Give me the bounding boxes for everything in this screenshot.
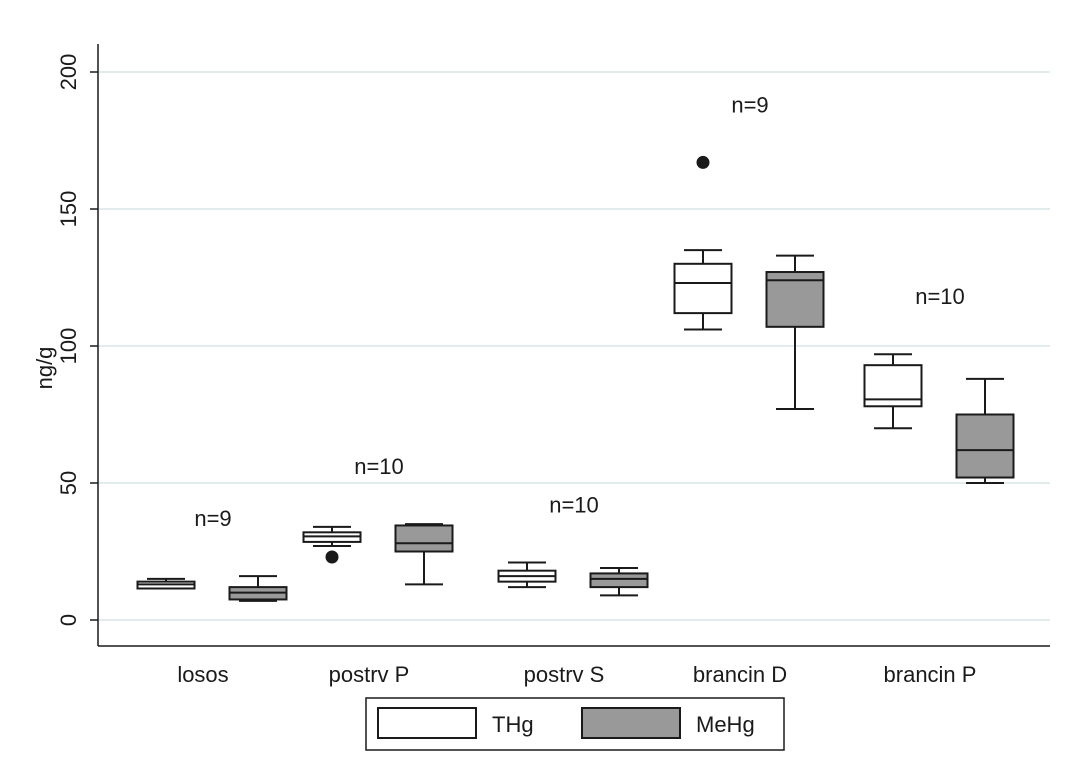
box-thg-brancin-d (673, 155, 733, 331)
outlier-point (696, 155, 710, 169)
box-thg-brancin-p (863, 353, 923, 430)
box-thg-losos (136, 577, 196, 590)
x-category-label: postrv P (329, 662, 410, 687)
y-tick-label: 200 (56, 54, 81, 91)
x-category-labels: losos postrv P postrv S brancin D brancin P (177, 662, 976, 687)
legend-label-mehg: MeHg (696, 712, 755, 737)
y-axis-ticks: 0 50 100 150 200 (56, 54, 98, 626)
legend-swatch-mehg (581, 707, 681, 739)
box-body (394, 524, 454, 553)
box-thg-postrv-s (497, 561, 557, 589)
box-mehg-postrv-p (394, 523, 454, 586)
x-category-label: losos (177, 662, 228, 687)
y-tick-label: 0 (56, 614, 81, 626)
n-label: n=9 (194, 506, 231, 531)
n-label: n=10 (354, 454, 404, 479)
box-mehg-brancin-p (955, 377, 1015, 484)
legend-label-thg: THg (492, 712, 534, 737)
x-category-label: brancin P (884, 662, 977, 687)
outlier-point (325, 550, 339, 564)
box-body (955, 413, 1015, 479)
box-body (673, 262, 733, 315)
n-labels: n=9 n=10 n=10 n=9 n=10 (194, 92, 964, 531)
box-mehg-brancin-d (765, 254, 825, 411)
legend: THg MeHg (365, 697, 785, 751)
y-tick-label: 50 (56, 471, 81, 495)
x-category-label: brancin D (693, 662, 787, 687)
y-tick-label: 100 (56, 328, 81, 365)
legend-swatch-thg (377, 707, 477, 739)
box-mehg-postrv-s (589, 566, 649, 597)
box-mehg-losos (228, 575, 288, 602)
box-body (589, 572, 649, 589)
x-category-label: postrv S (524, 662, 605, 687)
n-label: n=10 (549, 492, 599, 517)
grid-lines (98, 71, 1050, 621)
n-label: n=9 (731, 92, 768, 117)
y-axis-label: ng/g (32, 347, 57, 390)
box-series (136, 155, 1015, 602)
box-thg-postrv-p (302, 525, 362, 564)
y-tick-label: 150 (56, 191, 81, 228)
n-label: n=10 (915, 284, 965, 309)
